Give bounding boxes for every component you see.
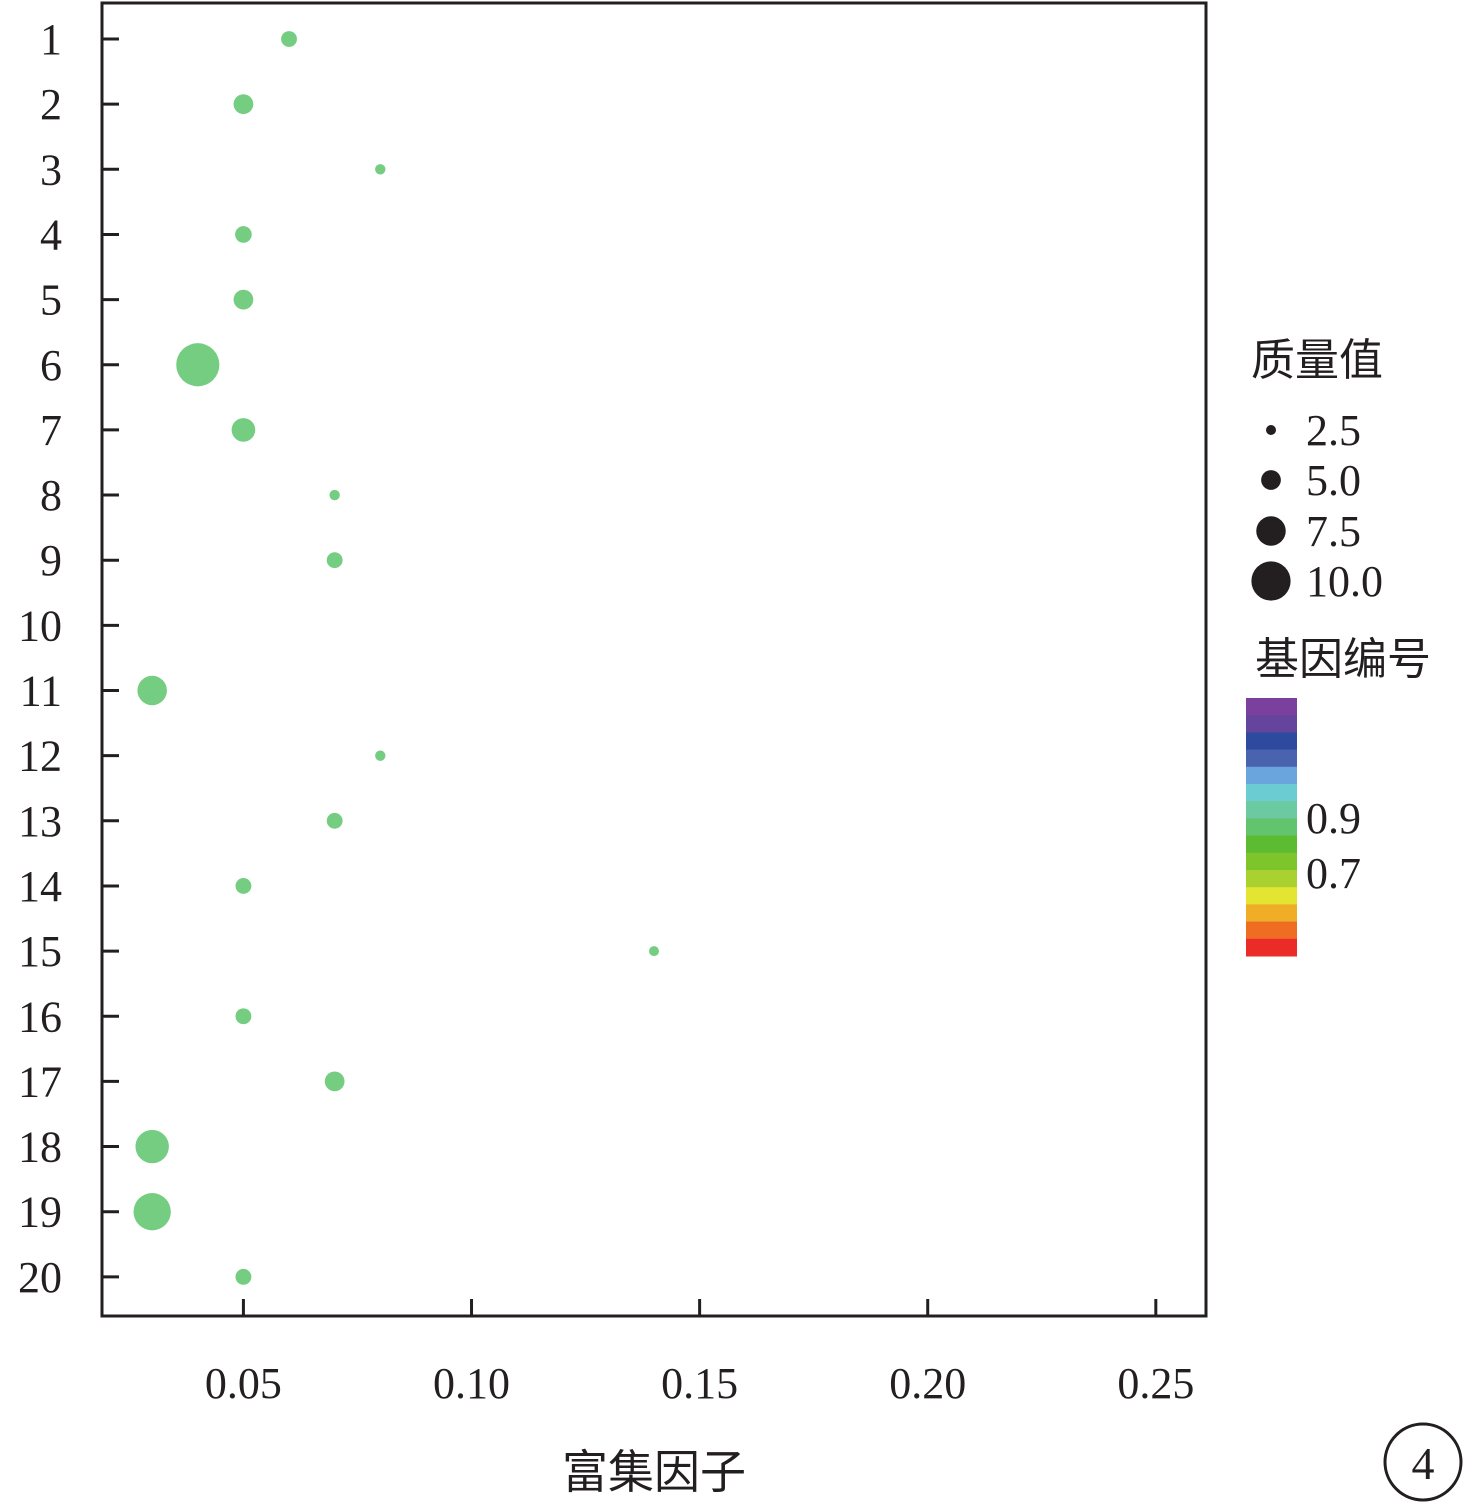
size-legend-label: 5.0 (1306, 456, 1361, 505)
color-legend: 基因编号 0.9 0.7 (1246, 634, 1431, 957)
size-legend-label: 7.5 (1306, 507, 1361, 556)
data-point (137, 675, 167, 706)
data-point (281, 31, 297, 47)
data-point (231, 418, 256, 442)
size-legend-marker (1251, 561, 1291, 601)
colorbar-segment (1246, 852, 1297, 871)
panel-label-circle (1383, 1422, 1463, 1502)
data-point (326, 552, 343, 569)
data-point (235, 226, 252, 243)
colorbar-segment (1246, 715, 1297, 733)
size-legend-marker (1261, 470, 1281, 490)
panel-label: 4 (1383, 1422, 1463, 1502)
data-point (233, 94, 254, 115)
plot-frame (100, 1, 1208, 1318)
colorbar-segment (1246, 938, 1297, 957)
x-tick-label: 0.25 (1117, 1359, 1194, 1408)
y-tick-label: 6 (40, 341, 62, 390)
y-tick-label: 10 (18, 601, 62, 650)
colorbar-segment (1246, 698, 1297, 716)
data-point (176, 343, 220, 387)
color-legend-title: 基因编号 (1255, 634, 1431, 685)
y-tick-label: 13 (18, 797, 62, 846)
colorbar-segment (1246, 801, 1297, 819)
panel-label-text: 4 (1412, 1438, 1435, 1489)
y-tick-label: 16 (18, 992, 62, 1041)
data-point (324, 1071, 345, 1092)
y-tick-label: 14 (18, 862, 62, 911)
size-legend-label: 10.0 (1306, 557, 1383, 606)
y-tick-label: 1 (40, 15, 62, 64)
colorbar-tick-label: 0.9 (1306, 794, 1361, 843)
colorbar-segment (1246, 732, 1297, 751)
data-point (649, 946, 659, 957)
colorbar-segment (1246, 904, 1297, 923)
size-legend-marker (1266, 425, 1276, 435)
y-tick-label: 3 (40, 145, 62, 194)
data-point (133, 1193, 171, 1231)
data-point (375, 750, 386, 761)
y-tick-label: 11 (20, 667, 62, 716)
x-tick-label: 0.20 (889, 1359, 966, 1408)
x-tick-label: 0.15 (661, 1359, 738, 1408)
y-tick-label: 7 (40, 406, 62, 455)
x-axis: 0.05 0.10 0.15 0.20 0.25 (205, 1299, 1194, 1408)
y-tick-label: 19 (18, 1188, 62, 1237)
colorbar-segment (1246, 784, 1297, 802)
colorbar-segment (1246, 818, 1297, 837)
size-legend-label: 2.5 (1306, 406, 1361, 455)
data-points (133, 31, 659, 1285)
y-tick-label: 2 (40, 80, 62, 129)
y-tick-label: 8 (40, 471, 62, 520)
data-point (235, 1008, 252, 1025)
y-tick-label: 9 (40, 536, 62, 585)
y-tick-label: 5 (40, 276, 62, 325)
y-tick-label: 4 (40, 210, 62, 259)
data-point (375, 164, 386, 175)
colorbar-segment (1246, 870, 1297, 888)
data-point (235, 878, 252, 894)
colorbar-tick-label: 0.7 (1306, 849, 1361, 898)
data-point (235, 1268, 252, 1285)
y-tick-label: 18 (18, 1123, 62, 1172)
colorbar-segment (1246, 887, 1297, 905)
colorbar-segment (1246, 835, 1297, 854)
size-legend-title: 质量值 (1251, 335, 1383, 386)
x-tick-label: 0.10 (433, 1359, 510, 1408)
size-legend: 质量值 2.55.07.510.0 (1251, 335, 1383, 606)
size-legend-marker (1256, 516, 1286, 546)
y-tick-label: 15 (18, 927, 62, 976)
colorbar-segment (1246, 749, 1297, 768)
y-tick-label: 12 (18, 732, 62, 781)
data-point (329, 489, 340, 501)
x-tick-label: 0.05 (205, 1359, 282, 1408)
data-point (233, 289, 254, 310)
colorbar-segment (1246, 921, 1297, 940)
data-point (326, 812, 343, 829)
y-tick-label: 20 (18, 1253, 62, 1302)
data-point (135, 1129, 169, 1164)
y-tick-label: 17 (18, 1057, 62, 1106)
x-axis-label: 富集因子 (562, 1445, 746, 1499)
colorbar-segment (1246, 766, 1297, 785)
